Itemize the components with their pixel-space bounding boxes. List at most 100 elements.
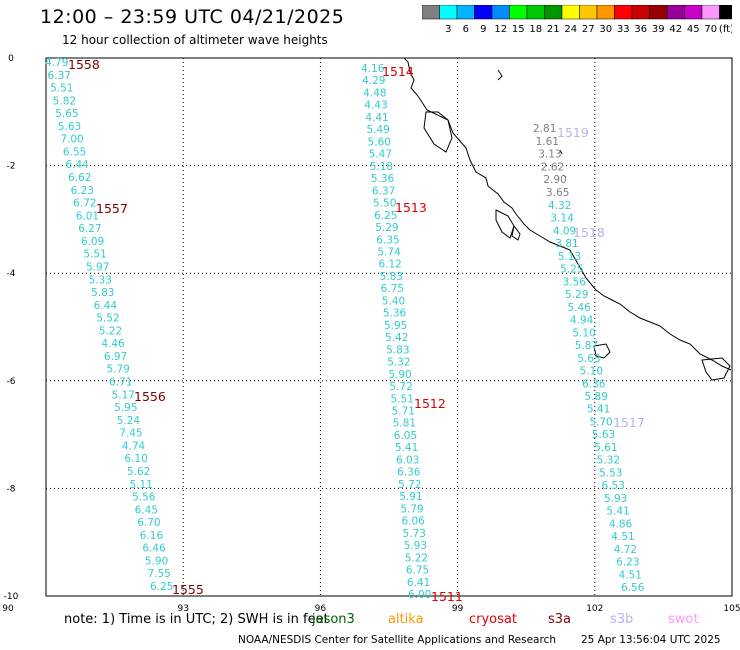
wave-height-value: 5.29 [375,222,398,234]
wave-height-value: 5.62 [127,466,150,478]
wave-height-value: 5.41 [587,404,610,416]
wave-height-value: 5.93 [404,540,427,552]
legend-swatch [719,5,732,20]
wave-height-value: 4.74 [122,440,146,452]
wave-height-value: 4.94 [570,315,594,327]
pass-time-label: 1517 [613,415,645,430]
legend-label: 12 [494,24,507,35]
satellite-legend-item: s3b [610,612,634,627]
y-tick-label: -2 [7,162,16,172]
wave-height-value: 5.95 [384,320,407,332]
plot-frame [45,57,733,597]
wave-height-value: 5.32 [387,357,410,369]
wave-height-value: 5.52 [96,313,119,325]
x-tick-label: 90 [2,604,14,612]
wave-height-value: 5.61 [594,442,617,454]
wave-height-value: 6.75 [381,283,404,295]
wave-height-value: 2.90 [543,174,566,186]
wave-height-value: 4.51 [611,531,634,543]
wave-height-value: 6.44 [94,300,118,312]
pass-time-label: 1514 [382,64,414,79]
pass-time-label: 1512 [414,396,446,411]
footnote: note: 1) Time is in UTC; 2) SWH is in fe… [64,612,329,627]
wave-height-value: 2.62 [541,161,564,173]
wave-height-value: 6.37 [372,185,395,197]
legend-label: 39 [652,24,665,35]
legend-label: 18 [529,24,542,35]
wave-height-value: 5.82 [53,95,76,107]
wave-height-value: 5.33 [89,274,112,286]
wave-height-value: 5.72 [389,381,412,393]
pass-time-label: 1511 [431,589,463,604]
wave-height-value: 5.22 [99,325,122,337]
legend-label: 24 [564,24,577,35]
wave-height-value: 6.12 [378,259,401,271]
wave-height-value: 3.13 [538,149,561,161]
legend-label: 3 [445,24,451,35]
wave-height-value: 5.70 [589,416,612,428]
wave-height-value: 6.62 [68,172,91,184]
wave-height-value: 5.97 [86,261,109,273]
wave-height-value: 5.40 [382,295,405,307]
y-tick-label: -10 [4,592,19,602]
legend-label: 21 [547,24,560,35]
wave-height-value: 6.55 [63,146,86,158]
wave-height-value: 5.72 [398,479,421,491]
wave-height-value: 6.56 [621,582,645,594]
satellite-legend-item: s3a [548,612,572,627]
wave-height-value: 6.23 [71,185,94,197]
wave-height-value: 5.41 [606,506,629,518]
legend-label: 30 [599,24,612,35]
wave-height-value: 5.93 [604,493,627,505]
satellite-legend-item: jason3 [312,612,355,627]
wave-height-value: 4.09 [553,225,576,237]
wave-height-value: 6.44 [65,159,89,171]
satellite-legend-item: swot [668,612,699,627]
wave-height-value: 5.79 [106,364,129,376]
wave-height-value: 3.14 [550,213,574,225]
satellite-legend-item: altika [388,612,424,627]
wave-height-value: 3.56 [563,276,587,288]
pass-time-label: 1556 [134,389,166,404]
wave-height-value: 6.25 [150,581,173,593]
wave-height-value: 5.63 [577,353,600,365]
wave-height-value: 6.00 [408,589,431,601]
map-subtitle: 12 hour collection of altimeter wave hei… [62,33,328,47]
wave-height-value: 6.23 [616,557,639,569]
wave-height-value: 2.81 [533,123,556,135]
wave-height-value: 5.91 [399,491,422,503]
wave-height-value: 5.24 [117,415,141,427]
wave-height-value: 6.53 [602,480,625,492]
wave-height-value: 5.51 [391,393,414,405]
wave-height-value: 5.90 [145,555,168,567]
wave-height-value: 6.03 [396,454,419,466]
wave-height-value: 6.45 [135,504,158,516]
map-title: 12:00 – 23:59 UTC 04/21/2025 [40,6,345,28]
wave-height-value: 5.36 [383,308,407,320]
pass-time-label: 1558 [68,57,100,72]
wave-height-value: 6.35 [376,234,399,246]
wave-height-value: 6.46 [142,543,166,555]
wave-height-value: 6.25 [374,210,397,222]
wave-height-value: 5.73 [403,528,426,540]
wave-height-value: 5.83 [380,271,403,283]
wave-height-value: 6.36 [582,378,606,390]
footer-organization: NOAA/NESDIS Center for Satellite Applica… [238,634,556,646]
legend-unit: (ft) [719,24,732,35]
wave-height-value: 5.90 [388,369,411,381]
wave-height-value: 5.89 [585,391,608,403]
wave-height-value: 1.61 [536,136,559,148]
wave-height-value: 5.65 [55,108,78,120]
wave-height-value: 5.29 [565,289,588,301]
wave-height-value: 4.72 [614,544,637,556]
wave-height-value: 5.13 [558,251,581,263]
wave-height-value: 7.00 [60,134,83,146]
wave-height-value: 4.29 [362,75,385,87]
wave-height-value: 5.47 [369,149,392,161]
wave-height-value: 4.41 [365,112,388,124]
wave-height-value: 6.41 [407,577,430,589]
pass-time-label: 1513 [395,200,427,215]
coastline [403,57,732,381]
pass-time-label: 1519 [557,125,589,140]
